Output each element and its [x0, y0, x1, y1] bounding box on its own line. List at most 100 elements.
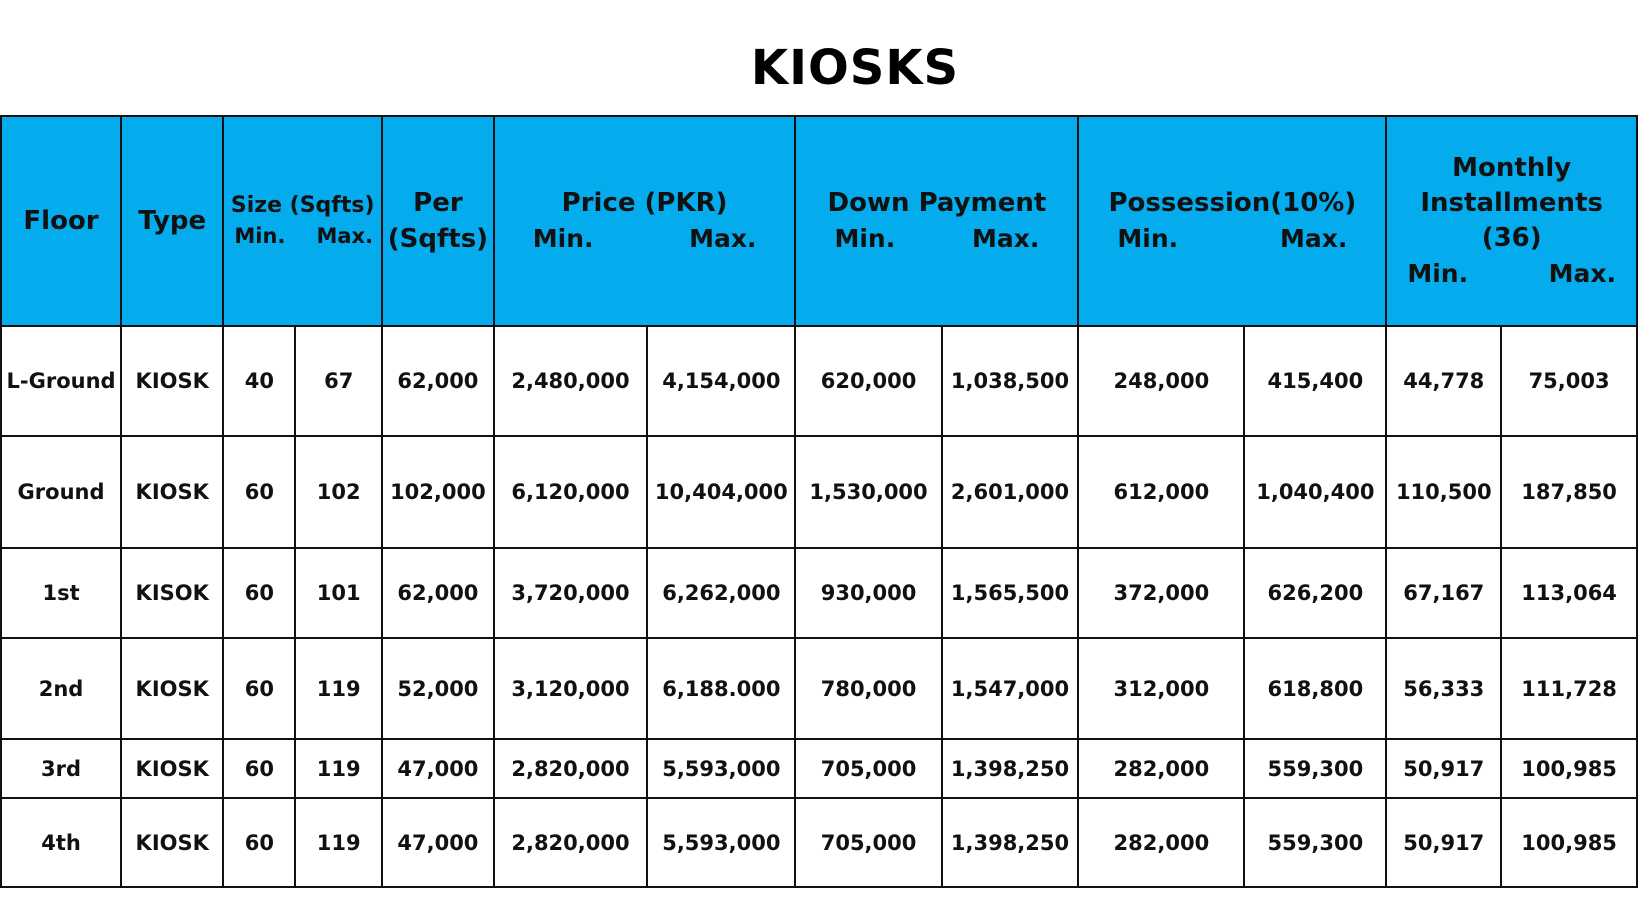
cell-per-sqft: 62,000	[381, 325, 495, 437]
table-row: L-Ground KIOSK 40 67 62,000 2,480,000 4,154,00…	[0, 325, 1638, 437]
table-row: 3rd KIOSK 60 119 47,000 2,820,000 5,593,000 705…	[0, 738, 1638, 799]
table-row: Ground KIOSK 60 102 102,000 6,120,000 10,404,0…	[0, 435, 1638, 549]
cell-floor: Ground	[0, 435, 123, 549]
header-size-max: Max.	[316, 224, 374, 248]
cell-price-max: 10,404,000	[646, 435, 797, 549]
cell-type: KISOK	[120, 547, 225, 639]
cell-down-payment-max: 1,565,500	[940, 547, 1080, 639]
cell-down-payment-min: 705,000	[794, 738, 943, 799]
cell-price-min: 6,120,000	[492, 435, 649, 549]
cell-floor: 2nd	[0, 637, 123, 740]
cell-size-min: 60	[222, 738, 297, 799]
cell-floor: 3rd	[0, 738, 123, 799]
header-monthly-line2: Installments (36)	[1420, 187, 1603, 253]
header-possession-label: Possession(10%)	[1108, 188, 1357, 218]
cell-price-max: 6,188.000	[646, 637, 797, 740]
header-per-line1: Per	[413, 188, 463, 218]
cell-type: KIOSK	[120, 435, 225, 549]
header-down-payment-min: Min.	[834, 224, 896, 253]
cell-down-payment-min: 620,000	[794, 325, 943, 437]
cell-possession-min: 372,000	[1077, 547, 1246, 639]
cell-installment-min: 56,333	[1385, 637, 1503, 740]
cell-down-payment-min: 705,000	[794, 797, 943, 888]
cell-possession-max: 626,200	[1243, 547, 1388, 639]
cell-possession-min: 248,000	[1077, 325, 1246, 437]
header-size-min: Min.	[234, 224, 286, 248]
cell-down-payment-max: 1,398,250	[940, 738, 1080, 799]
cell-per-sqft: 52,000	[381, 637, 495, 740]
cell-size-max: 119	[294, 738, 384, 799]
cell-size-max: 67	[294, 325, 384, 437]
header-per-line2: (Sqfts)	[387, 224, 489, 254]
cell-down-payment-min: 930,000	[794, 547, 943, 639]
table-row: 2nd KIOSK 60 119 52,000 3,120,000 6,188.000 780…	[0, 637, 1638, 740]
cell-price-min: 2,820,000	[492, 797, 649, 888]
cell-down-payment-max: 1,547,000	[940, 637, 1080, 740]
cell-price-min: 3,720,000	[492, 547, 649, 639]
cell-down-payment-max: 1,038,500	[940, 325, 1080, 437]
header-price-min: Min.	[532, 224, 594, 253]
cell-installment-max: 75,003	[1500, 325, 1638, 437]
cell-size-max: 119	[294, 637, 384, 740]
header-per-sqft: Per (Sqfts)	[381, 115, 495, 327]
cell-size-max: 101	[294, 547, 384, 639]
header-possession: Possession(10%) Min. Max.	[1077, 115, 1388, 327]
cell-per-sqft: 62,000	[381, 547, 495, 639]
cell-price-min: 2,480,000	[492, 325, 649, 437]
header-down-payment-max: Max.	[972, 224, 1040, 253]
cell-size-min: 60	[222, 435, 297, 549]
cell-installment-max: 100,985	[1500, 738, 1638, 799]
table-row: 4th KIOSK 60 119 47,000 2,820,000 5,593,000 705…	[0, 797, 1638, 888]
cell-size-min: 60	[222, 797, 297, 888]
cell-possession-min: 612,000	[1077, 435, 1246, 549]
cell-per-sqft: 47,000	[381, 738, 495, 799]
cell-installment-max: 113,064	[1500, 547, 1638, 639]
cell-size-min: 60	[222, 547, 297, 639]
header-price-label: Price (PKR)	[561, 188, 728, 218]
cell-possession-min: 282,000	[1077, 797, 1246, 888]
cell-price-max: 5,593,000	[646, 797, 797, 888]
cell-per-sqft: 47,000	[381, 797, 495, 888]
cell-type: KIOSK	[120, 637, 225, 740]
cell-price-max: 4,154,000	[646, 325, 797, 437]
cell-size-max: 119	[294, 797, 384, 888]
cell-installment-max: 100,985	[1500, 797, 1638, 888]
header-possession-min: Min.	[1117, 224, 1179, 253]
cell-price-max: 6,262,000	[646, 547, 797, 639]
cell-type: KIOSK	[120, 797, 225, 888]
cell-floor: 4th	[0, 797, 123, 888]
header-floor: Floor	[0, 115, 123, 327]
header-size-label: Size (Sqfts)	[230, 193, 375, 218]
cell-possession-max: 618,800	[1243, 637, 1388, 740]
cell-down-payment-min: 1,530,000	[794, 435, 943, 549]
cell-possession-max: 559,300	[1243, 797, 1388, 888]
header-monthly-installments: Monthly Installments (36) Min. Max.	[1385, 115, 1638, 327]
cell-down-payment-min: 780,000	[794, 637, 943, 740]
cell-installment-min: 110,500	[1385, 435, 1503, 549]
cell-floor: 1st	[0, 547, 123, 639]
kiosk-price-table: Floor Type Size (Sqfts) Min. Max. Per (S…	[0, 115, 1638, 888]
cell-price-min: 2,820,000	[492, 738, 649, 799]
cell-possession-max: 415,400	[1243, 325, 1388, 437]
cell-price-min: 3,120,000	[492, 637, 649, 740]
header-possession-max: Max.	[1279, 224, 1348, 253]
cell-per-sqft: 102,000	[381, 435, 495, 549]
cell-price-max: 5,593,000	[646, 738, 797, 799]
cell-possession-max: 559,300	[1243, 738, 1388, 799]
cell-possession-min: 312,000	[1077, 637, 1246, 740]
cell-installment-min: 50,917	[1385, 738, 1503, 799]
cell-possession-min: 282,000	[1077, 738, 1246, 799]
table-body: L-Ground KIOSK 40 67 62,000 2,480,000 4,154,00…	[0, 325, 1638, 888]
table-row: 1st KISOK 60 101 62,000 3,720,000 6,262,000 930…	[0, 547, 1638, 639]
cell-size-max: 102	[294, 435, 384, 549]
table-header: Floor Type Size (Sqfts) Min. Max. Per (S…	[0, 115, 1638, 327]
header-monthly-line1: Monthly	[1452, 152, 1572, 183]
header-type: Type	[120, 115, 225, 327]
cell-installment-max: 111,728	[1500, 637, 1638, 740]
cell-installment-max: 187,850	[1500, 435, 1638, 549]
header-price: Price (PKR) Min. Max.	[492, 115, 797, 327]
header-size: Size (Sqfts) Min. Max.	[222, 115, 384, 327]
header-down-payment-label: Down Payment	[827, 188, 1047, 218]
cell-installment-min: 50,917	[1385, 797, 1503, 888]
cell-possession-max: 1,040,400	[1243, 435, 1388, 549]
